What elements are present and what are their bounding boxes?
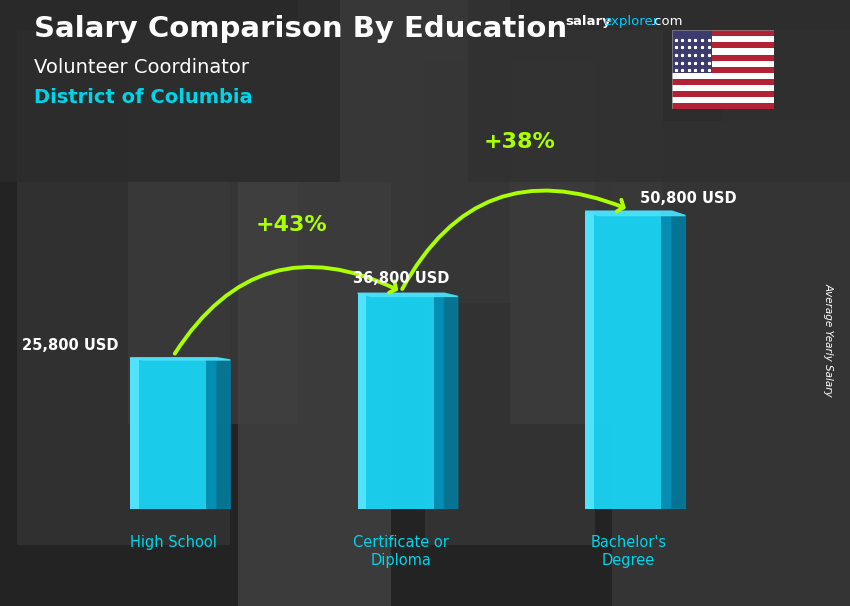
Bar — [130, 358, 139, 509]
Text: explorer: explorer — [604, 15, 659, 28]
Bar — [130, 358, 217, 509]
Text: +43%: +43% — [256, 215, 327, 235]
Bar — [672, 30, 774, 36]
Bar — [612, 121, 850, 606]
Bar — [661, 211, 672, 509]
Text: +38%: +38% — [484, 133, 555, 153]
Text: 50,800 USD: 50,800 USD — [640, 191, 736, 207]
Text: High School: High School — [130, 536, 217, 550]
Bar — [672, 67, 774, 73]
Bar — [128, 30, 298, 424]
Polygon shape — [217, 358, 230, 509]
Bar — [672, 91, 774, 97]
Polygon shape — [358, 293, 458, 296]
Bar — [672, 36, 774, 42]
Text: 25,800 USD: 25,800 USD — [22, 338, 119, 353]
Bar — [207, 358, 217, 509]
Bar — [672, 42, 774, 48]
Bar — [358, 293, 444, 509]
Bar — [672, 30, 712, 73]
Text: Salary Comparison By Education: Salary Comparison By Education — [34, 15, 567, 43]
Bar — [585, 211, 672, 509]
Text: 36,800 USD: 36,800 USD — [353, 271, 449, 286]
Bar — [358, 293, 366, 509]
Bar — [672, 61, 774, 67]
Bar — [672, 103, 774, 109]
Bar — [434, 293, 444, 509]
Bar — [425, 61, 595, 545]
Bar — [672, 97, 774, 103]
Bar — [468, 0, 850, 182]
Bar — [238, 182, 391, 606]
Text: Average Yearly Salary: Average Yearly Salary — [824, 282, 834, 396]
Bar — [672, 48, 774, 55]
Bar — [722, 30, 850, 485]
Bar — [585, 211, 594, 509]
Polygon shape — [585, 211, 685, 216]
Bar — [17, 30, 230, 545]
Text: Bachelor's
Degree: Bachelor's Degree — [591, 536, 666, 568]
Text: Volunteer Coordinator: Volunteer Coordinator — [34, 58, 249, 76]
Bar — [0, 0, 340, 182]
Polygon shape — [672, 211, 685, 509]
Bar — [672, 79, 774, 85]
Bar — [672, 73, 774, 79]
Polygon shape — [444, 293, 458, 509]
Bar — [298, 0, 510, 303]
Polygon shape — [130, 358, 230, 360]
Text: .com: .com — [651, 15, 683, 28]
Text: District of Columbia: District of Columbia — [34, 88, 252, 107]
Bar — [672, 85, 774, 91]
Text: Certificate or
Diploma: Certificate or Diploma — [353, 536, 449, 568]
Bar — [672, 55, 774, 61]
Text: salary: salary — [565, 15, 611, 28]
Bar — [510, 30, 663, 424]
